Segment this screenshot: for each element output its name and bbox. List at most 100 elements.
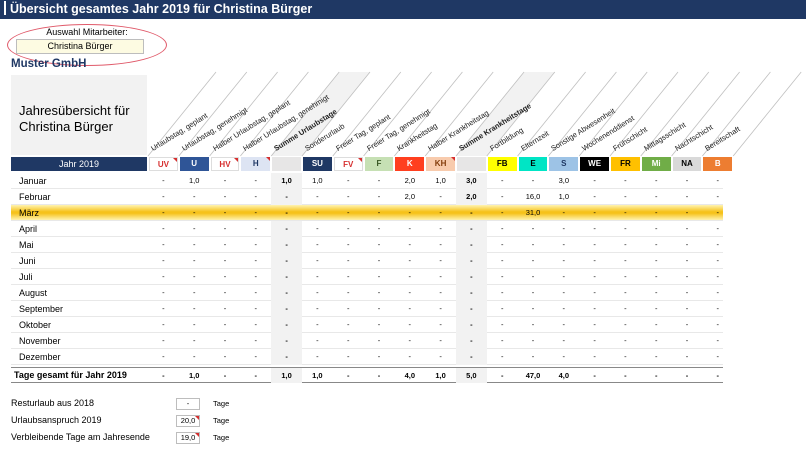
month-value-cell[interactable]: - <box>500 240 504 249</box>
month-value-cell[interactable]: - <box>624 224 627 233</box>
month-value-cell[interactable]: - <box>562 224 566 233</box>
month-value-cell[interactable]: - <box>654 336 658 345</box>
month-value-cell[interactable]: - <box>562 352 566 361</box>
month-value-cell[interactable]: - <box>346 176 350 185</box>
month-value-cell[interactable]: - <box>562 208 566 217</box>
month-value-cell[interactable]: - <box>562 288 566 297</box>
month-value-cell[interactable]: - <box>624 304 627 313</box>
month-value-cell[interactable]: - <box>624 288 627 297</box>
month-value-cell[interactable]: - <box>377 240 381 249</box>
month-value-cell[interactable]: - <box>593 320 596 329</box>
month-value-cell[interactable]: - <box>223 288 227 297</box>
month-value-cell[interactable]: 3,0 <box>456 173 487 189</box>
month-value-cell[interactable]: - <box>685 192 689 201</box>
month-value-cell[interactable]: - <box>716 320 720 329</box>
month-value-cell[interactable]: - <box>223 352 227 361</box>
month-value-cell[interactable]: - <box>285 208 288 217</box>
month-value-cell[interactable]: - <box>408 224 412 233</box>
month-value-cell[interactable]: - <box>192 224 196 233</box>
month-value-cell[interactable]: - <box>408 336 412 345</box>
month-value-cell[interactable]: 1,0 <box>188 176 200 185</box>
month-value-cell[interactable]: - <box>531 176 535 185</box>
month-value-cell[interactable]: - <box>654 320 658 329</box>
month-value-cell[interactable]: - <box>456 237 487 253</box>
month-value-cell[interactable]: - <box>685 272 689 281</box>
month-value-cell[interactable]: - <box>685 256 689 265</box>
month-value-cell[interactable]: - <box>271 253 302 269</box>
month-value-cell[interactable]: - <box>254 288 258 297</box>
month-value-cell[interactable]: - <box>654 288 658 297</box>
month-value-cell[interactable]: - <box>500 224 504 233</box>
month-value-cell[interactable]: - <box>346 192 350 201</box>
month-value-cell[interactable]: - <box>162 208 165 217</box>
month-value-cell[interactable]: - <box>624 192 627 201</box>
month-value-cell[interactable]: - <box>377 304 381 313</box>
month-value-cell[interactable]: - <box>593 208 596 217</box>
month-value-cell[interactable]: - <box>593 176 596 185</box>
month-value-cell[interactable]: - <box>456 253 487 269</box>
month-value-cell[interactable]: - <box>162 192 165 201</box>
month-value-cell[interactable]: - <box>408 352 412 361</box>
month-value-cell[interactable]: - <box>377 336 381 345</box>
month-value-cell[interactable]: - <box>271 221 302 237</box>
month-value-cell[interactable]: - <box>531 352 535 361</box>
month-value-cell[interactable]: - <box>716 192 720 201</box>
month-value-cell[interactable]: - <box>271 317 302 333</box>
month-value-cell[interactable]: - <box>254 176 258 185</box>
month-value-cell[interactable]: - <box>271 269 302 285</box>
month-value-cell[interactable]: - <box>346 208 350 217</box>
month-value-cell[interactable]: - <box>162 240 165 249</box>
month-value-cell[interactable]: - <box>685 320 689 329</box>
month-value-cell[interactable]: - <box>271 237 302 253</box>
month-value-cell[interactable]: - <box>685 304 689 313</box>
month-value-cell[interactable]: - <box>685 288 689 297</box>
month-value-cell[interactable]: - <box>593 352 596 361</box>
month-value-cell[interactable]: - <box>192 192 196 201</box>
month-value-cell[interactable]: - <box>716 224 720 233</box>
month-value-cell[interactable]: - <box>716 272 720 281</box>
summary-value[interactable]: 19,0 <box>176 432 200 444</box>
month-value-cell[interactable]: - <box>456 301 487 317</box>
month-value-cell[interactable]: - <box>654 240 658 249</box>
month-value-cell[interactable]: - <box>654 352 658 361</box>
month-value-cell[interactable]: - <box>685 336 689 345</box>
month-value-cell[interactable]: - <box>408 288 412 297</box>
month-value-cell[interactable]: - <box>271 285 302 301</box>
month-value-cell[interactable]: 1,0 <box>271 173 302 189</box>
month-value-cell[interactable]: - <box>439 352 442 361</box>
month-value-cell[interactable]: - <box>624 208 627 217</box>
month-value-cell[interactable]: - <box>562 272 566 281</box>
month-value-cell[interactable]: - <box>254 224 258 233</box>
month-value-cell[interactable]: - <box>223 192 227 201</box>
month-value-cell[interactable]: - <box>716 352 720 361</box>
month-value-cell[interactable]: - <box>254 336 258 345</box>
month-value-cell[interactable]: - <box>377 256 381 265</box>
month-value-cell[interactable]: - <box>685 352 689 361</box>
month-value-cell[interactable]: - <box>716 288 720 297</box>
month-value-cell[interactable]: - <box>316 304 319 313</box>
month-value-cell[interactable]: - <box>654 176 658 185</box>
month-value-cell[interactable]: - <box>408 304 412 313</box>
month-value-cell[interactable]: - <box>654 192 658 201</box>
month-value-cell[interactable]: - <box>593 288 596 297</box>
month-value-cell[interactable]: - <box>254 272 258 281</box>
month-value-cell[interactable]: - <box>271 301 302 317</box>
month-value-cell[interactable]: - <box>500 304 504 313</box>
month-value-cell[interactable]: - <box>624 272 627 281</box>
month-value-cell[interactable]: - <box>192 320 196 329</box>
month-value-cell[interactable]: - <box>271 349 302 365</box>
month-value-cell[interactable]: - <box>223 240 227 249</box>
month-value-cell[interactable]: - <box>716 176 720 185</box>
month-value-cell[interactable]: - <box>223 208 227 217</box>
month-value-cell[interactable]: - <box>654 304 658 313</box>
month-value-cell[interactable]: - <box>531 288 535 297</box>
month-value-cell[interactable]: - <box>271 189 302 205</box>
month-value-cell[interactable]: - <box>162 272 165 281</box>
month-value-cell[interactable]: - <box>456 349 487 365</box>
month-value-cell[interactable]: - <box>254 240 258 249</box>
month-value-cell[interactable]: - <box>192 288 196 297</box>
month-value-cell[interactable]: - <box>500 320 504 329</box>
month-value-cell[interactable]: - <box>593 272 596 281</box>
month-value-cell[interactable]: - <box>316 208 319 217</box>
month-value-cell[interactable]: 1,0 <box>435 176 446 185</box>
